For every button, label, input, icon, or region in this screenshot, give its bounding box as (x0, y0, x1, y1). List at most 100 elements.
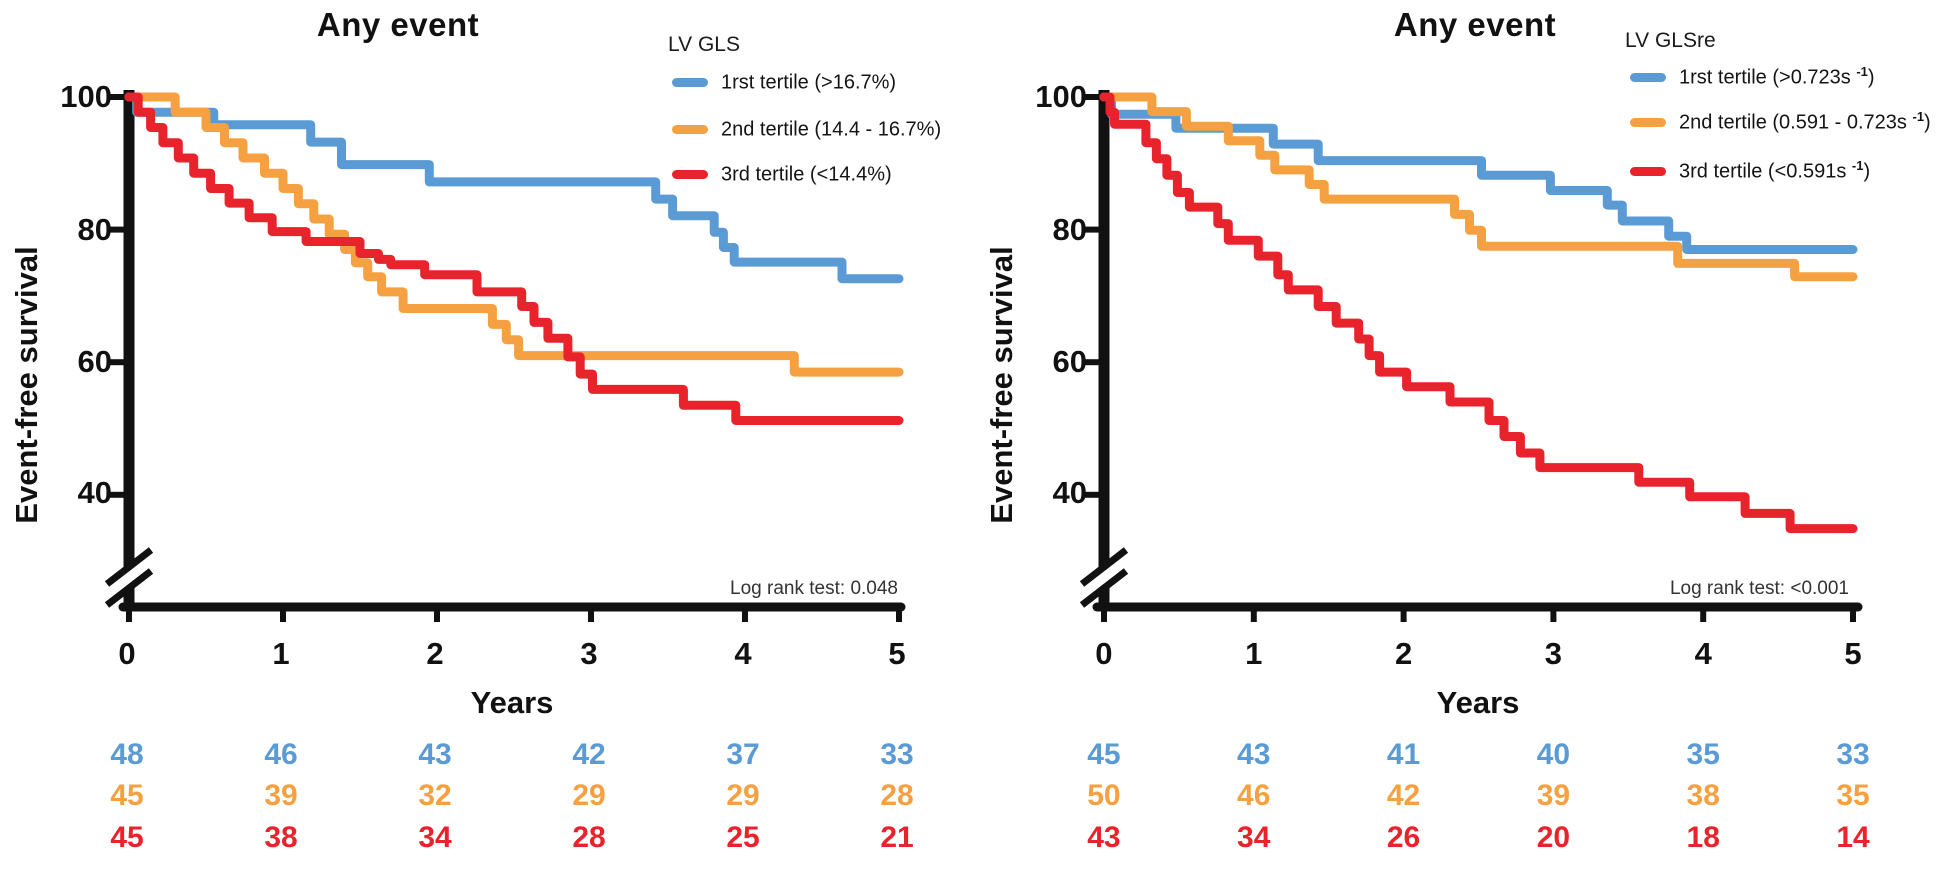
x-tick-label: 0 (1095, 636, 1113, 671)
x-tick-label: 2 (426, 636, 444, 671)
at-risk-count: 46 (1237, 779, 1271, 812)
at-risk-row: 50 46 42 39 38 35 (1029, 779, 1928, 813)
survival-curve-tertile-3 (124, 92, 904, 425)
at-risk-count: 48 (110, 738, 144, 771)
x-tick-label: 1 (1245, 636, 1263, 671)
chart-title: Any event (1393, 6, 1557, 43)
legend-swatch-icon (1630, 166, 1666, 176)
legend-swatch-icon (672, 124, 708, 134)
y-tick-label: 60 (77, 344, 112, 379)
y-tick-label: 60 (1052, 344, 1087, 379)
at-risk-count: 18 (1686, 821, 1720, 854)
y-tick-label: 80 (77, 212, 112, 247)
x-tick-label: 4 (1694, 636, 1712, 671)
legend-swatch-icon (1630, 117, 1666, 127)
at-risk-count: 42 (572, 738, 606, 771)
at-risk-row: 45 39 32 29 29 28 (50, 779, 974, 813)
y-tick-label: 100 (60, 79, 112, 114)
at-risk-count: 45 (110, 779, 144, 812)
chart-title: Any event (316, 6, 480, 43)
y-tick-label: 100 (1035, 79, 1087, 114)
chart-right (1078, 90, 1863, 622)
axis-break-mark (104, 568, 154, 608)
legend-label: 2nd tertile (0.591 - 0.723s -1) (1679, 109, 1931, 134)
legend-item: 2nd tertile (14.4 - 16.7%) (672, 117, 941, 141)
legend-item: 3rd tertile (<14.4%) (672, 162, 892, 186)
at-risk-count: 21 (880, 821, 914, 854)
legend-item: 1rst tertile (>0.723s -1) (1630, 64, 1875, 89)
at-risk-count: 29 (572, 779, 606, 812)
at-risk-count: 33 (880, 738, 914, 771)
at-risk-count: 33 (1836, 738, 1870, 771)
legend-label: 2nd tertile (14.4 - 16.7%) (721, 118, 942, 141)
legend-title: LV GLS (668, 33, 740, 56)
survival-curve-tertile-1 (1099, 92, 1858, 254)
at-risk-count: 45 (110, 821, 144, 854)
at-risk-count: 37 (726, 738, 760, 771)
survival-curve-tertile-3 (1099, 92, 1858, 534)
at-risk-count: 14 (1836, 821, 1870, 854)
y-tick-label: 40 (77, 475, 112, 510)
x-tick-label: 0 (118, 636, 136, 671)
at-risk-count: 50 (1087, 779, 1121, 812)
x-tick-label: 3 (580, 636, 598, 671)
x-axis-tick-labels: 0 1 2 3 4 5 (50, 637, 974, 671)
legend-label: 3rd tertile (<0.591s -1) (1679, 158, 1871, 183)
log-rank-text: Log rank test: 0.048 (730, 578, 898, 599)
at-risk-count: 25 (726, 821, 760, 854)
x-axis-title: Years (470, 685, 554, 720)
at-risk-count: 42 (1386, 779, 1421, 812)
x-tick-label: 1 (272, 636, 290, 671)
at-risk-count: 45 (1087, 738, 1121, 771)
at-risk-count: 29 (726, 779, 760, 812)
legend-item: 1rst tertile (>16.7%) (672, 70, 896, 94)
at-risk-count: 28 (572, 821, 606, 854)
legend-title: LV GLSre (1625, 29, 1716, 52)
legend-swatch-icon (1630, 72, 1666, 82)
legend-item: 2nd tertile (0.591 - 0.723s -1) (1630, 109, 1931, 134)
at-risk-count: 35 (1686, 738, 1720, 771)
at-risk-count: 28 (880, 779, 914, 812)
at-risk-count: 35 (1836, 779, 1870, 812)
at-risk-row: 43 34 26 20 18 14 (1029, 821, 1928, 855)
legend-swatch-icon (672, 169, 708, 179)
log-rank-text: Log rank test: <0.001 (1669, 578, 1849, 599)
x-tick-label: 4 (734, 636, 752, 671)
at-risk-count: 39 (264, 779, 298, 812)
x-tick-label: 2 (1394, 636, 1413, 671)
axis-break-mark (1079, 568, 1129, 608)
survival-curve-tertile-2 (124, 92, 904, 377)
at-risk-count: 39 (1536, 779, 1571, 812)
at-risk-count: 34 (1237, 821, 1271, 854)
legend-swatch-icon (672, 77, 708, 87)
chart-left (103, 90, 906, 622)
at-risk-count: 26 (1386, 821, 1421, 854)
legend-label: 1rst tertile (>16.7%) (721, 71, 897, 94)
x-tick-label: 5 (888, 636, 906, 671)
x-axis-title: Years (1436, 685, 1520, 720)
at-risk-row: 45 38 34 28 25 21 (50, 821, 974, 855)
survival-curve-tertile-1 (124, 92, 904, 284)
at-risk-count: 43 (1237, 738, 1271, 771)
x-axis-tick-labels: 0 1 2 3 4 5 (1029, 637, 1928, 671)
y-tick-label: 80 (1052, 212, 1087, 247)
at-risk-count: 20 (1536, 821, 1571, 854)
at-risk-row: 45 43 41 40 35 33 (1029, 738, 1928, 772)
at-risk-count: 43 (1087, 821, 1121, 854)
at-risk-count: 43 (418, 738, 452, 771)
legend-label: 1rst tertile (>0.723s -1) (1679, 64, 1875, 89)
at-risk-count: 38 (1686, 779, 1720, 812)
x-tick-label: 3 (1544, 636, 1563, 671)
at-risk-count: 46 (264, 738, 298, 771)
y-tick-label: 40 (1052, 475, 1087, 510)
at-risk-count: 38 (264, 821, 298, 854)
legend-label: 3rd tertile (<14.4%) (721, 163, 892, 186)
at-risk-count: 34 (418, 821, 452, 854)
axis-break-mark (1079, 547, 1129, 587)
at-risk-row: 48 46 43 42 37 33 (50, 738, 974, 772)
survival-curve-tertile-2 (1099, 92, 1858, 282)
x-tick-label: 5 (1844, 636, 1862, 671)
at-risk-count: 41 (1386, 738, 1421, 771)
at-risk-count: 32 (418, 779, 452, 812)
